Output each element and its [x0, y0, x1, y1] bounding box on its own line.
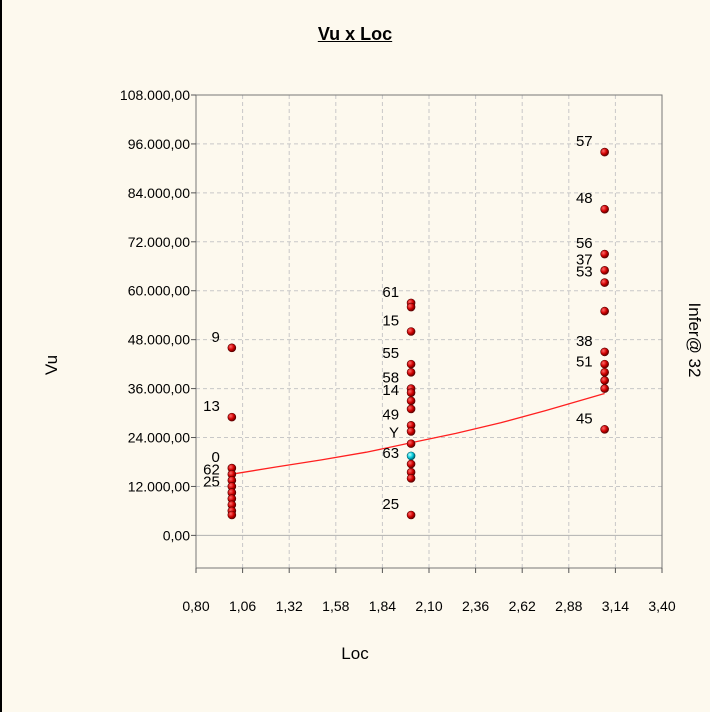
data-point: [600, 249, 609, 259]
point-label: 56: [576, 235, 593, 252]
point-label: 62: [203, 461, 220, 478]
point-label: 45: [576, 410, 593, 427]
x-tick-label: 1,58: [322, 598, 349, 614]
x-axis-label: Loc: [341, 644, 369, 663]
data-points: 91306225611555581449Y6325574856375338514…: [203, 133, 609, 520]
data-point: [600, 147, 609, 157]
data-point: [600, 384, 609, 393]
x-tick-label: 1,06: [229, 598, 256, 614]
data-point: [406, 367, 416, 377]
y-tick-label: 12.000,00: [128, 478, 190, 494]
y-tick-label: 48.000,00: [128, 332, 190, 348]
data-point: [406, 327, 416, 336]
data-point: [406, 404, 416, 414]
data-point: [227, 343, 237, 353]
y-tick-label: 24.000,00: [128, 430, 190, 446]
x-tick-label: 1,32: [276, 598, 303, 614]
data-point: [406, 510, 416, 520]
chart-title: Vu x Loc: [317, 24, 393, 44]
data-point: [406, 473, 416, 483]
x-tick-label: 1,84: [369, 598, 396, 614]
data-point: [406, 396, 416, 406]
point-label: 63: [382, 445, 399, 462]
grid-lines: [196, 94, 662, 568]
y-tick-label: 36.000,00: [128, 381, 190, 397]
x-tick-label: 2,10: [415, 598, 442, 614]
y-tick-label: 96.000,00: [128, 136, 190, 152]
point-label: 15: [382, 313, 399, 330]
x-tick-label: 2,36: [462, 598, 489, 614]
point-label: 38: [576, 333, 593, 350]
point-label: 51: [576, 353, 593, 370]
point-label: Y: [389, 425, 399, 442]
point-label: 25: [203, 474, 220, 491]
trend-line: [231, 392, 605, 475]
trend-line-group: [231, 392, 605, 475]
point-label: 13: [203, 398, 220, 415]
y-tick-label: 108.000,00: [120, 87, 190, 103]
point-label: 9: [212, 329, 220, 346]
point-label: 0: [212, 449, 220, 466]
data-point: [600, 347, 609, 357]
point-label: 37: [576, 251, 593, 268]
point-label: 55: [382, 345, 399, 362]
data-point: [227, 510, 237, 520]
point-label: 61: [382, 284, 399, 301]
data-point: [600, 367, 609, 377]
point-label: 25: [382, 496, 399, 513]
axis-ticks: 0,80 1,06 1,32 1,58 1,84 2,10 2,36 2,62 2,88 3,14…: [120, 87, 676, 614]
data-point: [600, 425, 609, 434]
y-tick-label: 84.000,00: [128, 185, 190, 201]
x-tick-label: 2,88: [555, 598, 582, 614]
y-tick-label: 0,00: [163, 527, 190, 543]
x-tick-label: 3,40: [648, 598, 675, 614]
y-tick-label: 60.000,00: [128, 283, 190, 299]
point-label: 48: [576, 190, 593, 207]
y-tick-label: 72.000,00: [128, 234, 190, 250]
point-label: 14: [382, 382, 399, 399]
data-point: [600, 266, 609, 275]
x-tick-label: 0,80: [182, 598, 209, 614]
data-point: [600, 306, 609, 316]
x-tick-label: 2,62: [509, 598, 536, 614]
point-label: 53: [576, 264, 593, 281]
data-point: [406, 427, 416, 436]
data-point: [406, 388, 416, 397]
point-label: 49: [382, 406, 399, 423]
data-point: [600, 204, 609, 214]
data-point: [406, 439, 416, 448]
data-point: [600, 376, 609, 385]
data-point: [406, 459, 416, 469]
point-label: 58: [382, 370, 399, 387]
data-point: [227, 412, 237, 422]
data-point: [600, 359, 609, 369]
point-label: 57: [576, 133, 593, 150]
x-tick-label: 3,14: [602, 598, 629, 614]
data-point: [406, 359, 416, 369]
data-point: [406, 302, 416, 312]
data-point: [600, 278, 609, 287]
highlighted-data-point: [406, 451, 416, 461]
